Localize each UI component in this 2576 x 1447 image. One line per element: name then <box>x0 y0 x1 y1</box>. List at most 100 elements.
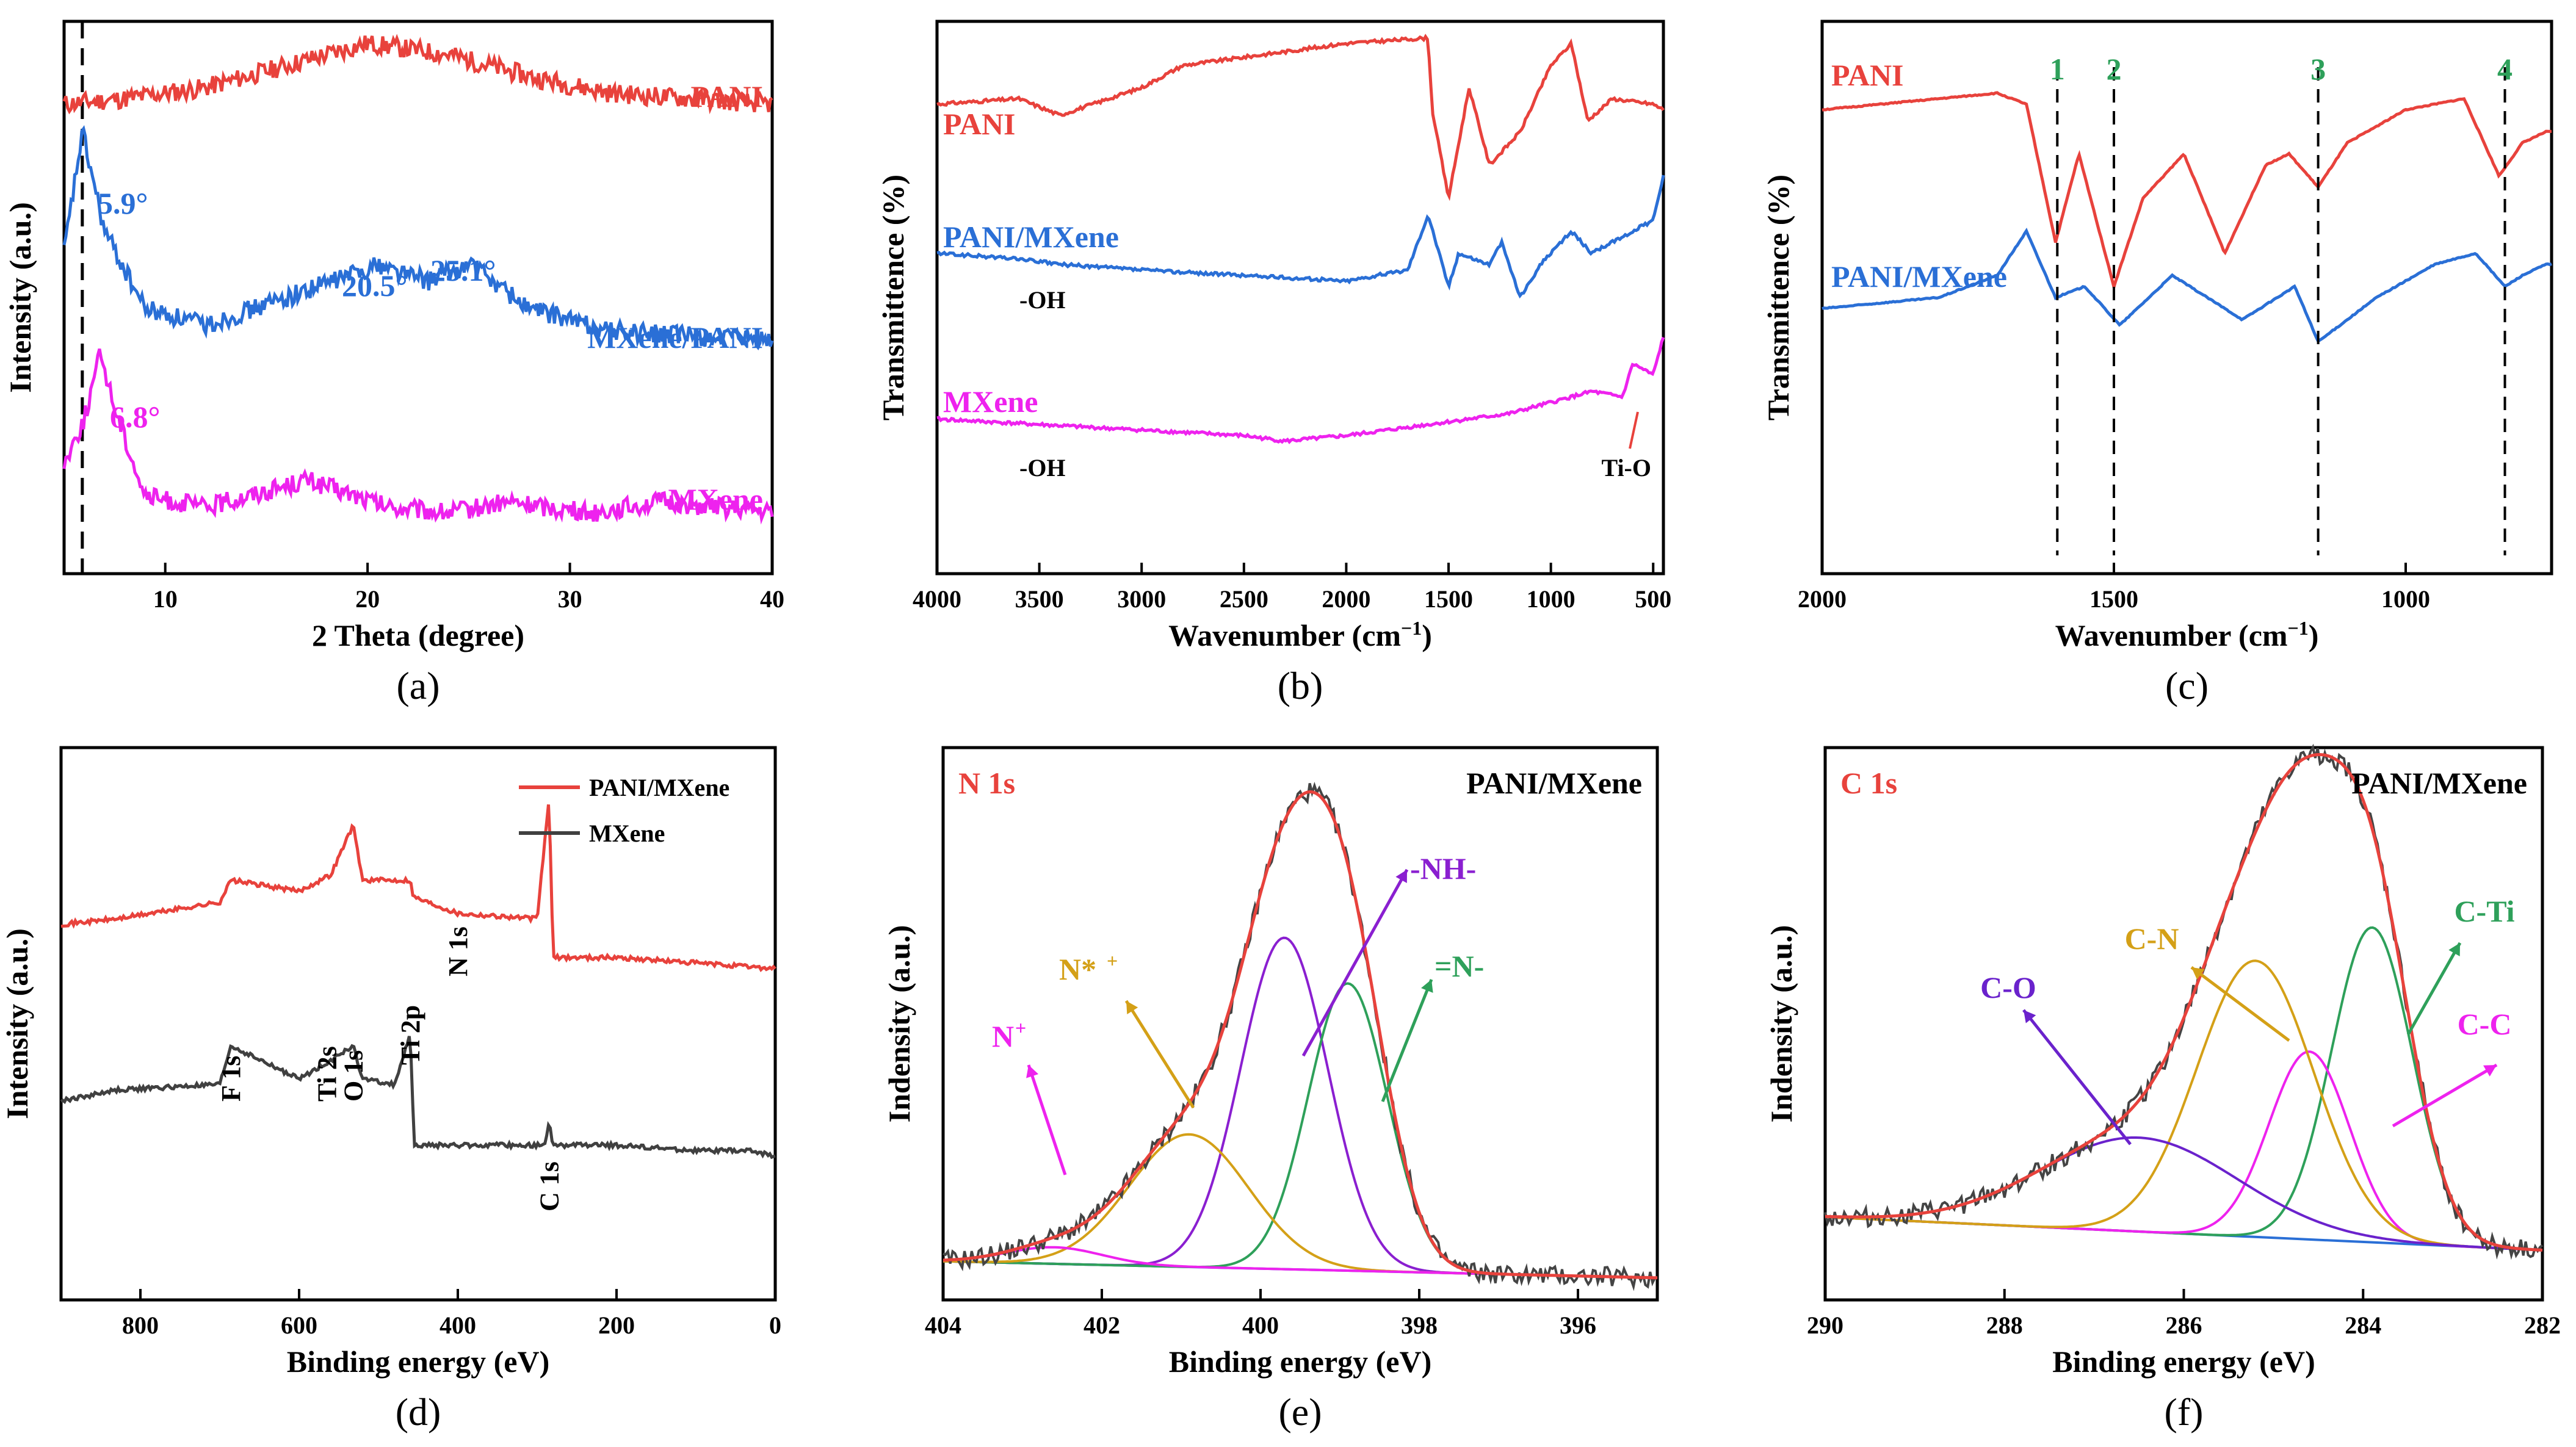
x-tick-label: 1000 <box>2381 585 2430 613</box>
x-tick-label: 600 <box>281 1312 317 1339</box>
x-axis-label: Wavenumber (cm−1) <box>1168 617 1432 652</box>
x-tick-label: 0 <box>769 1312 781 1339</box>
annotation-5-9: 5.9° <box>98 186 148 220</box>
peak-label-ti2s: Ti 2s <box>313 1046 342 1102</box>
x-tick-label: 3500 <box>1015 585 1064 613</box>
x-tick-label: 40 <box>760 585 784 613</box>
fit-peak-2 <box>1825 959 2543 1252</box>
peak-label-ti2p: Ti 2p <box>396 1005 425 1065</box>
series-line-1 <box>936 175 1665 299</box>
peak-label-1: =N- <box>1435 949 1484 983</box>
series-label-pani: PANI <box>943 107 1016 141</box>
x-tick-label: 282 <box>2524 1312 2561 1339</box>
sample-name: PANI/MXene <box>2351 766 2527 800</box>
x-axis-label: Binding energy (eV) <box>2052 1344 2315 1379</box>
x-tick-label: 396 <box>1560 1312 1596 1339</box>
series-line-1 <box>62 125 774 351</box>
peak-label-2: C-N <box>2125 922 2179 956</box>
peak-label-4: N <box>992 1019 1014 1053</box>
raw-spectrum-line <box>1824 743 2544 1260</box>
caption-a: (a) <box>396 664 440 707</box>
series-line-1 <box>1822 227 2552 344</box>
caption-d: (d) <box>396 1390 441 1434</box>
peak-label-1: C-C <box>2458 1007 2512 1041</box>
marker-label-4: 4 <box>2497 52 2513 86</box>
peak-label-c1s: C 1s <box>535 1161 565 1211</box>
caption-e: (e) <box>1278 1390 1322 1434</box>
x-tick-label: 10 <box>153 585 178 613</box>
peak-arrowhead-2 <box>2191 967 2205 980</box>
x-tick-label: 800 <box>122 1312 159 1339</box>
annotation-oh-1: -OH <box>1019 286 1066 314</box>
peak-label-5: + <box>1015 1017 1026 1039</box>
x-tick-label: 402 <box>1084 1312 1120 1339</box>
peak-arrowhead-3 <box>1026 1065 1039 1078</box>
x-tick-label: 1000 <box>1527 585 1576 613</box>
fit-peak-2 <box>942 1133 1658 1279</box>
peak-arrow-3 <box>1027 1064 1067 1175</box>
x-tick-label: 2000 <box>1322 585 1370 613</box>
x-tick-label: 284 <box>2345 1312 2381 1339</box>
plot-frame-c <box>1820 20 2553 576</box>
chart-e: 404 402 400 398 396 Binding energy (eV) Indens… <box>882 746 1659 1434</box>
annotation-25-1: 25.1° <box>430 253 496 287</box>
marker-label-1: 1 <box>2050 52 2065 86</box>
raw-spectrum-line <box>942 781 1658 1291</box>
series-label-pani: PANI <box>690 79 763 114</box>
fit-peak-0 <box>1825 926 2543 1252</box>
x-axis-label-end: ) <box>2309 618 2319 652</box>
peak-arrow-3 <box>2022 1009 2132 1146</box>
x-axis-label: Binding energy (eV) <box>287 1344 550 1379</box>
peak-label-0: -NH- <box>1410 851 1476 886</box>
x-tick-label: 20 <box>355 585 380 613</box>
x-tick-label: 1500 <box>2089 585 2138 613</box>
series-label-pani: PANI <box>1831 58 1904 92</box>
peak-arrow-0 <box>1301 868 1409 1057</box>
legend-label-mxene: MXene <box>589 820 665 847</box>
peak-arrow-1 <box>2392 1063 2498 1128</box>
caption-c: (c) <box>2165 664 2209 707</box>
peak-arrow-0 <box>2406 942 2462 1036</box>
peak-arrow-2 <box>2190 966 2290 1042</box>
x-tick-label: 404 <box>925 1312 961 1339</box>
series-line-0 <box>936 34 1665 201</box>
x-axis-label-end: ) <box>1422 618 1432 652</box>
peak-label-o1s: O 1s <box>338 1050 368 1102</box>
chart-b: 4000 3500 3000 2500 2000 1500 1000 500 Wavenumbe… <box>876 20 1671 707</box>
chart-f: 290 288 286 284 282 Binding energy (eV) Indens… <box>1764 743 2561 1434</box>
fit-peak-0 <box>942 936 1658 1279</box>
x-axis-label: 2 Theta (degree) <box>312 618 524 652</box>
y-axis-label: Indensity (a.u.) <box>1764 925 1798 1123</box>
ti-o-arrow <box>1629 411 1639 449</box>
y-axis-label: Transmittence (%) <box>1761 175 1795 420</box>
x-tick-label: 30 <box>558 585 582 613</box>
annotation-6-8: 6.8° <box>110 400 161 434</box>
peak-arrowhead-1 <box>2483 1065 2497 1077</box>
chart-d: 800 600 400 200 0 Binding energy (eV) Intensit… <box>0 746 781 1434</box>
plot-frame-b <box>935 20 1665 576</box>
core-level-title: C 1s <box>1840 766 1897 800</box>
x-tick-label: 400 <box>440 1312 476 1339</box>
y-axis-label: Indensity (a.u.) <box>882 925 916 1123</box>
x-tick-label: 1500 <box>1424 585 1473 613</box>
x-tick-label: 2500 <box>1220 585 1268 613</box>
series-label-mxene-pani: MXene/PANI <box>587 320 763 355</box>
series-line-2 <box>62 348 774 525</box>
marker-label-3: 3 <box>2310 52 2326 86</box>
series-line-0 <box>62 34 773 115</box>
annotation-ti-o: Ti-O <box>1601 454 1651 482</box>
x-axis-label-sup: −1 <box>2288 617 2309 639</box>
peak-arrowhead-1 <box>1421 980 1433 993</box>
series-line-0 <box>60 804 776 972</box>
peak-label-0: C-Ti <box>2454 894 2514 928</box>
peak-arrowhead-0 <box>1395 870 1407 883</box>
chart-a: 10 20 30 40 2 Theta (degree) Intensity (a.u.)… <box>3 20 784 707</box>
y-axis-label: Transmittence (%) <box>876 175 910 420</box>
peak-arrowhead-0 <box>2448 943 2460 956</box>
x-tick-label: 3000 <box>1117 585 1166 613</box>
peak-label-f1s: F 1s <box>216 1056 246 1102</box>
series-label-pani-mxene: PANI/MXene <box>1831 259 2007 294</box>
x-axis-label: Wavenumber (cm−1) <box>2055 617 2319 652</box>
x-tick-label: 288 <box>1986 1312 2023 1339</box>
